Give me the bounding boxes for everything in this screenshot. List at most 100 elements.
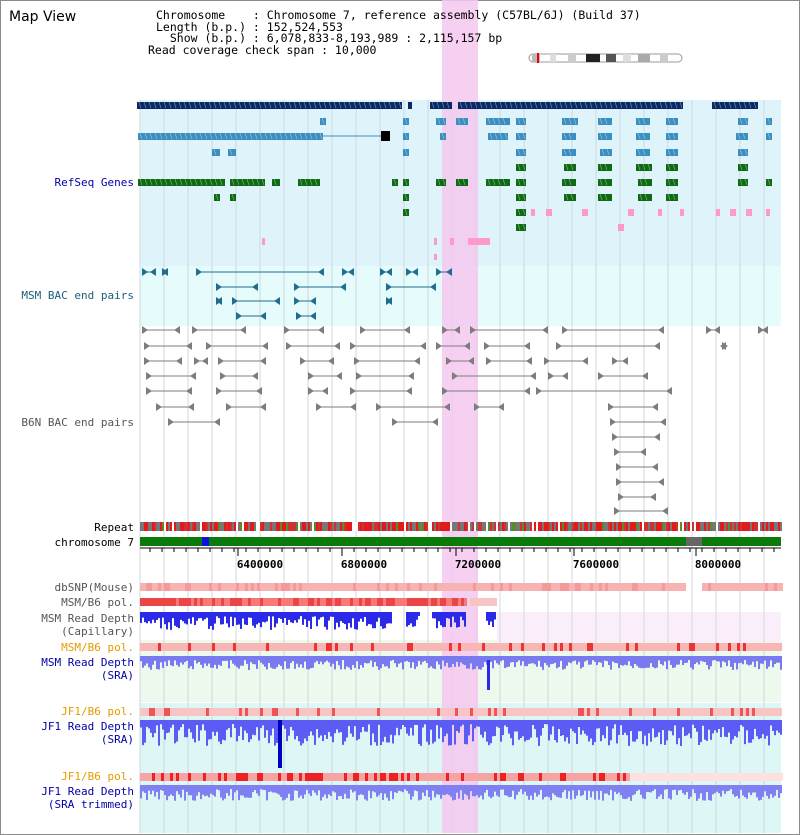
depth-bar	[432, 720, 434, 744]
heat-cell	[152, 598, 155, 606]
bac-end	[196, 268, 202, 276]
heat-cell	[452, 598, 455, 606]
jf1-pol-trimmed-label[interactable]: JF1/B6 pol.	[61, 770, 134, 783]
msm-bac-label[interactable]: MSM BAC end pairs	[21, 289, 134, 302]
chromosome-track-label[interactable]: chromosome 7	[54, 536, 134, 549]
heat-cell	[515, 708, 518, 716]
depth-bar	[770, 656, 772, 661]
depth-bar	[146, 785, 148, 801]
heat-cell	[416, 583, 419, 591]
heat-cell	[632, 643, 635, 651]
msm-pol-label[interactable]: MSM/B6 pol.	[61, 596, 134, 609]
depth-bar	[316, 720, 318, 730]
depth-bar	[458, 720, 460, 733]
depth-bar	[238, 785, 240, 801]
heat-cell	[563, 773, 566, 781]
repeat-block	[242, 522, 244, 531]
jf1-pol-label[interactable]: JF1/B6 pol.	[61, 705, 134, 718]
repeat-block	[666, 522, 668, 531]
dbsnp-label[interactable]: dbSNP(Mouse)	[54, 581, 134, 594]
heat-cell	[221, 773, 224, 781]
heat-cell	[320, 773, 323, 781]
depth-bar	[754, 785, 756, 793]
depth-bar	[412, 785, 414, 797]
depth-bar	[392, 656, 394, 661]
depth-bar	[286, 656, 288, 669]
heat-cell	[221, 583, 224, 591]
msm-depth-sra-label[interactable]: MSM Read Depth (SRA)	[41, 656, 134, 682]
repeat-block	[644, 522, 646, 531]
depth-bar	[680, 656, 682, 661]
heat-cell	[590, 643, 593, 651]
heat-cell	[326, 773, 329, 781]
bac-end	[146, 387, 152, 395]
repeat-block	[292, 522, 294, 531]
repeat-label[interactable]: Repeat	[94, 521, 134, 534]
depth-bar	[300, 612, 302, 617]
depth-bar	[312, 656, 314, 668]
heat-cell	[269, 643, 272, 651]
gene-feature	[456, 179, 468, 186]
heat-cell	[149, 583, 152, 591]
depth-bar	[772, 720, 774, 731]
msm-depth-capillary-label[interactable]: MSM Read Depth (Capillary)	[41, 612, 134, 638]
msm-depth-sra-title: MSM Read Depth	[41, 656, 134, 669]
depth-bar	[522, 656, 524, 662]
depth-bar	[454, 612, 456, 623]
depth-bar	[428, 720, 430, 745]
depth-bar	[258, 612, 260, 623]
msm-pol-sra-label[interactable]: MSM/B6 pol.	[61, 641, 134, 654]
depth-bar	[518, 720, 520, 740]
heat-cell	[735, 583, 738, 591]
depth-bar	[426, 785, 428, 791]
gene-stripe	[554, 101, 558, 109]
gene-stripe	[679, 101, 683, 109]
b6n-bac-label[interactable]: B6N BAC end pairs	[21, 416, 134, 429]
heat-cell	[551, 708, 554, 716]
refseq-genes-label[interactable]: RefSeq Genes	[54, 176, 134, 189]
heat-cell	[389, 598, 392, 606]
heat-cell	[158, 708, 161, 716]
repeat-block	[260, 522, 262, 531]
heat-cell	[197, 708, 200, 716]
heat-cell	[752, 708, 755, 716]
depth-bar	[616, 785, 618, 794]
heat-cell	[689, 708, 692, 716]
chromosome-ideogram[interactable]	[528, 52, 684, 64]
bac-end	[542, 326, 548, 334]
heat-cell	[503, 583, 506, 591]
heat-cell	[695, 643, 698, 651]
heat-cell	[413, 583, 416, 591]
heat-cell	[311, 708, 314, 716]
jf1-depth-trimmed-label[interactable]: JF1 Read Depth (SRA trimmed)	[41, 785, 134, 811]
depth-bar	[570, 785, 572, 800]
gene-stripe	[544, 101, 548, 109]
axis-tick-label: 6400000	[237, 558, 283, 571]
heat-cell	[756, 583, 759, 591]
heat-cell	[191, 598, 194, 606]
bac-end	[544, 357, 550, 365]
heat-cell	[398, 643, 401, 651]
depth-bar	[408, 612, 410, 626]
depth-bar	[628, 656, 630, 662]
depth-bar	[184, 656, 186, 663]
repeat-block	[664, 522, 666, 531]
depth-bar	[178, 612, 180, 629]
gene-stripe	[639, 193, 643, 201]
heat-cell	[482, 643, 485, 651]
heat-cell	[338, 583, 341, 591]
heat-cell	[470, 598, 473, 606]
jf1-depth-sra-label[interactable]: JF1 Read Depth (SRA)	[41, 720, 134, 746]
heat-cell	[314, 708, 317, 716]
heat-cell	[362, 773, 365, 781]
depth-bar	[690, 656, 692, 668]
repeat-block	[320, 522, 322, 531]
heat-cell	[696, 773, 699, 781]
heat-cell	[215, 773, 218, 781]
repeat-block	[316, 522, 318, 531]
gene-stripe	[436, 101, 440, 109]
heat-cell	[548, 773, 551, 781]
heat-cell	[593, 773, 596, 781]
repeat-block	[552, 522, 554, 531]
